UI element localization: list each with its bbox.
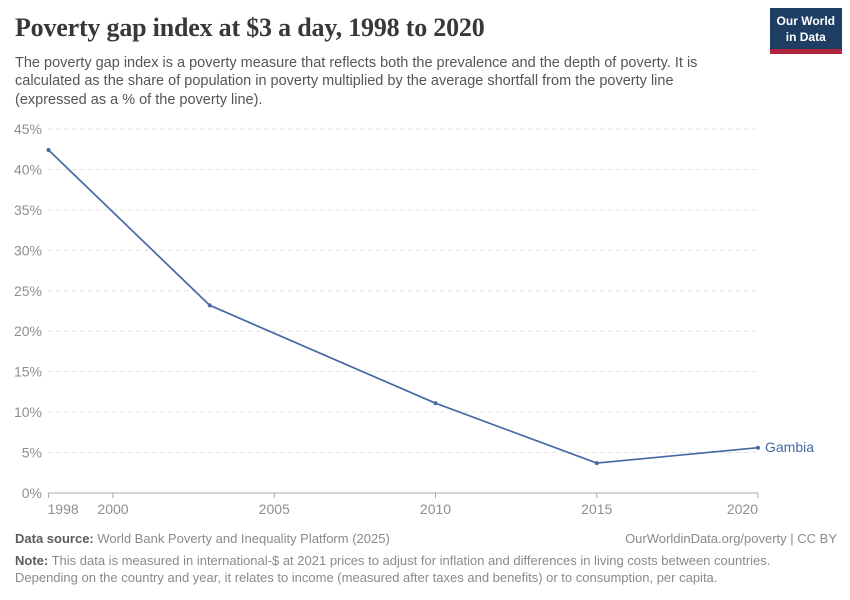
y-tick-label: 25% [14, 283, 42, 299]
y-tick-label: 20% [14, 323, 42, 339]
x-tick-label: 2000 [97, 501, 128, 517]
data-line-gambia [47, 149, 759, 464]
data-source-text: World Bank Poverty and Inequality Platfo… [93, 531, 390, 546]
chart-footer: Data source: World Bank Poverty and Ineq… [15, 530, 837, 586]
data-point [594, 461, 599, 466]
y-tick-label: 5% [22, 445, 42, 461]
data-point [46, 148, 51, 153]
y-tick-label: 15% [14, 364, 42, 380]
data-source: Data source: World Bank Poverty and Ineq… [15, 530, 390, 547]
x-tick-label: 2020 [727, 501, 758, 517]
chart-note: Note: This data is measured in internati… [15, 552, 781, 586]
owid-logo-line2: in Data [785, 29, 826, 44]
x-tick-label: 2005 [259, 501, 290, 517]
data-point [433, 401, 438, 406]
y-tick-label: 10% [14, 404, 42, 420]
data-point [207, 303, 212, 308]
page-title: Poverty gap index at $3 a day, 1998 to 2… [15, 13, 485, 42]
note-label: Note: [15, 553, 49, 569]
note-text: This data is measured in international-$… [15, 553, 771, 586]
license-link[interactable]: OurWorldinData.org/poverty | CC BY [625, 531, 837, 546]
entity-label: Gambia [765, 439, 814, 455]
chart-subtitle: The poverty gap index is a poverty measu… [15, 55, 698, 108]
x-tick-label: 1998 [48, 501, 79, 517]
data-point [756, 445, 760, 450]
x-tick-label: 2015 [581, 501, 612, 517]
y-tick-label: 40% [14, 161, 42, 177]
poverty-gap-line-chart: 0% 5% 10% 15% 20% 25% 30% 35% 40% 45% 1998 2000 2005… [14, 121, 814, 517]
y-tick-label: 35% [14, 202, 42, 218]
owid-logo-line1: Our World [776, 14, 835, 28]
x-tick-label: 2010 [420, 501, 451, 517]
data-source-label: Data source: [15, 531, 94, 546]
y-tick-label: 45% [14, 121, 42, 137]
owid-logo: Our World in Data [769, 8, 842, 55]
y-tick-label: 0% [22, 485, 42, 501]
y-tick-label: 30% [14, 242, 42, 258]
